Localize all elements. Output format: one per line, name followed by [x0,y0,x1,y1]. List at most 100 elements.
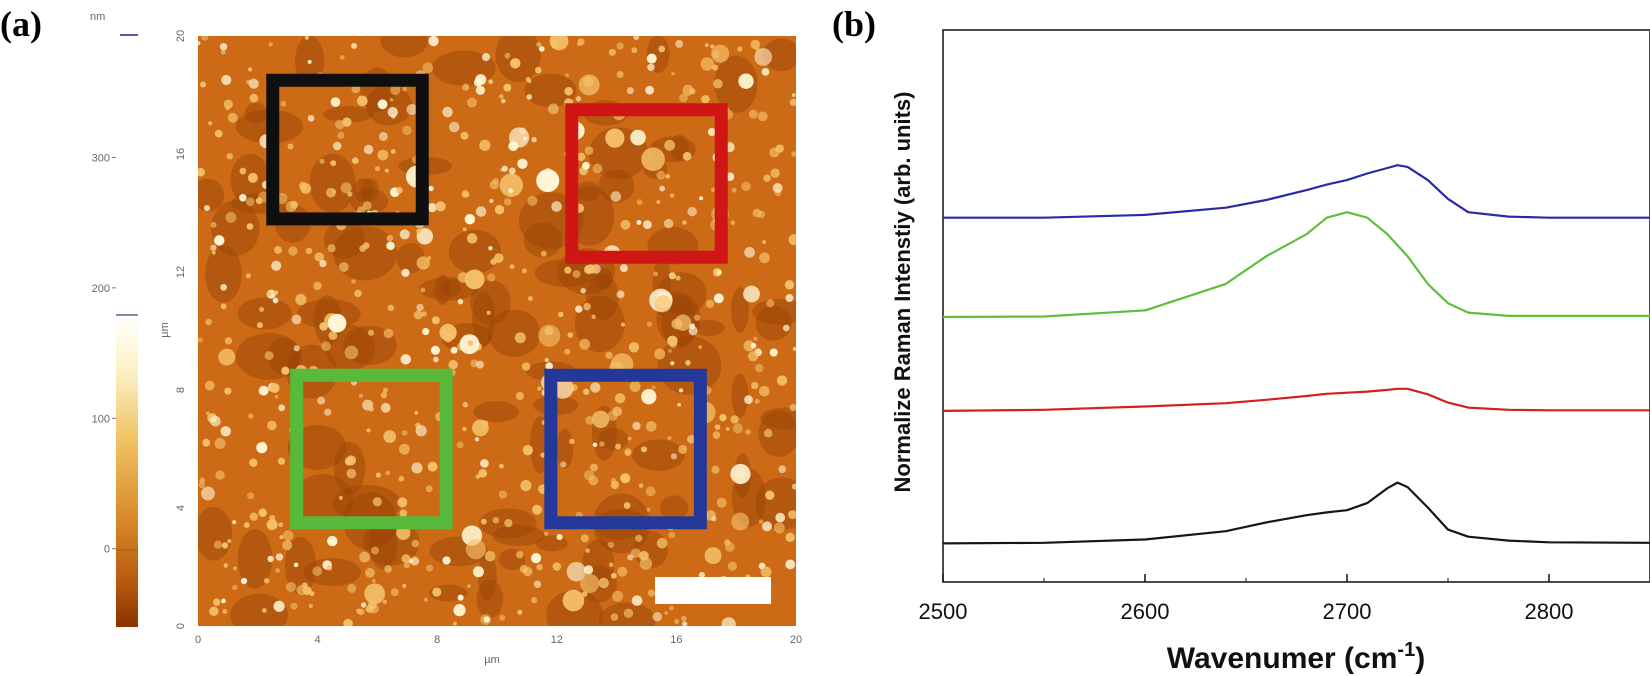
colorbar-gradient [116,315,138,627]
afm-dark-patch [755,477,796,531]
afm-grain [623,502,631,509]
afm-y-tick-label: 4 [175,505,187,511]
afm-grain [282,530,294,541]
region-box-black [266,73,429,226]
afm-grain [741,181,751,192]
afm-grain [612,590,624,602]
afm-grain [791,93,796,97]
afm-grain [509,264,515,270]
afm-dark-patch [524,73,577,108]
afm-grain [681,615,687,622]
afm-y-tick-label: 12 [175,266,187,278]
afm-grain [362,201,372,211]
series-line-black [943,481,1650,545]
afm-grain [750,39,761,50]
afm-grain [321,341,331,352]
afm-grain [713,293,724,304]
afm-grain [744,395,753,404]
afm-grain [754,398,760,404]
afm-grain [344,345,359,360]
afm-grain [707,127,717,137]
afm-grain [273,290,279,295]
afm-grain [757,210,766,219]
afm-grain [629,380,641,392]
afm-grain [360,602,367,608]
afm-grain [266,291,272,297]
afm-grain [499,463,504,469]
afm-grain [509,127,530,148]
afm-grain [335,119,345,130]
raman-plot: 2500 2600 2700 2800 Wavenumer (cm-1) Normal… [890,29,1650,675]
afm-grain [636,220,642,225]
afm-grain [569,383,574,389]
afm-grain [493,253,504,263]
afm-grain [340,182,352,194]
afm-grain [508,188,514,194]
afm-grain [580,287,586,294]
afm-grain [359,551,371,563]
afm-grain [199,477,206,484]
afm-grain [632,421,641,431]
afm-grain [599,441,605,447]
afm-grain [531,597,538,604]
afm-dark-patch [752,298,796,325]
afm-dark-patch [586,273,619,321]
afm-grain [221,542,229,549]
afm-grain [304,36,309,40]
afm-grain [620,322,626,327]
afm-grain [682,621,688,626]
afm-grain [358,393,364,399]
afm-grain [544,358,549,363]
afm-grain [785,294,794,303]
colorbar-tick-label: 100 [92,413,110,425]
afm-grain [671,273,677,279]
afm-grain [711,44,730,63]
afm-grain [738,73,754,89]
afm-grain [721,617,736,626]
afm-grain [249,458,258,467]
afm-grain [425,485,433,493]
afm-grain [352,157,359,164]
afm-grain [317,396,326,405]
afm-dark-patch [691,319,725,336]
afm-x-tick-label: 16 [670,634,682,646]
afm-dark-patch [478,553,497,601]
afm-dark-patch [714,55,758,113]
afm-grain [616,290,625,299]
afm-grain [755,47,761,53]
afm-grain [646,321,652,327]
afm-grain [403,562,410,569]
afm-dark-patch [419,277,479,301]
afm-grain [402,86,408,92]
afm-grain [641,389,657,405]
afm-grain [232,566,237,571]
afm-grain [711,187,716,193]
afm-grain [240,577,248,585]
afm-grain [467,584,471,588]
afm-dark-patch [440,278,461,297]
afm-grain [679,388,684,393]
afm-dark-patch [333,226,397,281]
afm-grain [452,621,457,626]
afm-grain [757,111,768,122]
afm-grain [285,581,296,592]
afm-grain [504,52,511,59]
raman-x-tick-label: 2600 [1121,599,1170,624]
afm-grain [326,187,336,198]
afm-grain [689,88,696,95]
afm-dark-patch [598,169,635,203]
afm-grain [598,577,609,589]
afm-grain [558,311,564,318]
afm-grain [288,246,298,256]
afm-grain [536,169,560,193]
afm-grain [273,600,285,612]
afm-grain [465,539,486,560]
afm-grain [211,250,216,255]
afm-grain [791,151,796,157]
afm-grain [515,391,525,401]
afm-grain [730,220,736,226]
afm-grain [307,59,312,64]
afm-grain [562,589,585,612]
raman-y-axis-label: Normalize Raman Intenstiy (arb. units) [890,92,915,493]
afm-grain [382,599,387,604]
